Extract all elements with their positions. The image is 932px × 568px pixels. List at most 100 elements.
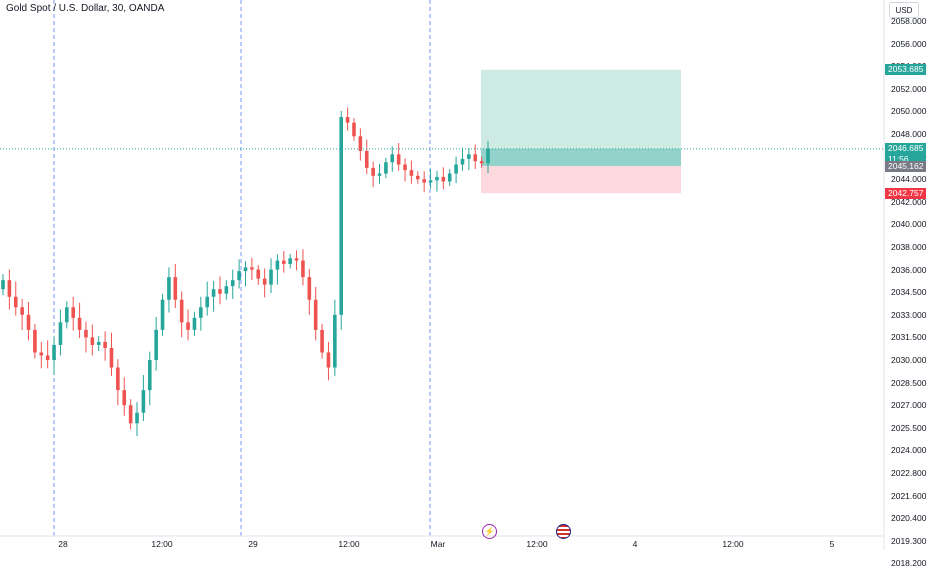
- price-tick-label: 2024.000: [891, 445, 927, 456]
- candle-body: [364, 150, 369, 168]
- chart-title: Gold Spot / U.S. Dollar, 30, OANDA: [6, 3, 165, 14]
- candle-body: [256, 269, 261, 279]
- candle: [96, 335, 101, 351]
- price-tick-label: 2033.000: [891, 309, 927, 320]
- time-tick-label: 12:00: [722, 539, 744, 549]
- candle-body: [224, 286, 229, 294]
- us-flag-event-icon[interactable]: [556, 524, 571, 539]
- candle-body: [173, 277, 178, 300]
- price-tick-label: 2036.000: [891, 264, 927, 275]
- candle-body: [396, 154, 401, 165]
- candle-body: [179, 299, 184, 323]
- candle: [460, 147, 465, 171]
- candle: [467, 148, 471, 171]
- candle-body: [1, 280, 5, 290]
- candle: [473, 144, 478, 170]
- candle: [205, 281, 210, 316]
- candle: [256, 265, 261, 285]
- candle: [52, 336, 56, 376]
- candle-body: [147, 360, 152, 391]
- time-tick-label: 12:00: [526, 539, 548, 549]
- candle: [7, 269, 12, 310]
- candle-body: [243, 267, 248, 272]
- candle-body: [428, 180, 433, 183]
- candle: [352, 118, 356, 141]
- candle: [447, 169, 452, 186]
- candle-body: [250, 267, 254, 270]
- loss-zone: [481, 166, 681, 194]
- candle: [275, 254, 280, 285]
- candle: [1, 274, 5, 296]
- candle-body: [422, 179, 426, 183]
- candle-body: [205, 296, 210, 308]
- candle-body: [90, 337, 95, 345]
- candle-body: [167, 277, 171, 300]
- long-position-tool: [481, 69, 681, 194]
- candle-body: [320, 329, 324, 353]
- candle: [33, 323, 37, 359]
- candle: [358, 128, 363, 161]
- price-tick-label: 2042.000: [891, 196, 927, 207]
- candle-body: [409, 170, 414, 176]
- candle: [20, 298, 24, 330]
- candle-body: [301, 260, 305, 278]
- entry-price-label: 2045.162: [885, 160, 927, 172]
- price-tick-label: 2034.500: [891, 287, 927, 298]
- candle-body: [473, 154, 478, 162]
- candle: [109, 332, 114, 376]
- price-tick-label: 2019.300: [891, 535, 927, 546]
- session-separators: [53, 0, 431, 536]
- price-tick-label: 2028.500: [891, 377, 927, 388]
- candle: [71, 296, 75, 331]
- candle: [45, 340, 50, 369]
- price-chart[interactable]: [0, 0, 932, 550]
- stop-price-label: 2042.757: [885, 187, 927, 199]
- candle: [77, 302, 82, 339]
- time-tick-label: 5: [829, 539, 835, 549]
- candle-body: [26, 314, 31, 330]
- candle: [435, 170, 439, 192]
- candle-body: [199, 307, 203, 318]
- time-tick-label: Mar: [430, 539, 446, 549]
- candle-body: [416, 175, 420, 180]
- candle: [179, 291, 184, 338]
- candle-body: [275, 260, 280, 270]
- candle: [288, 253, 292, 269]
- candle: [269, 258, 273, 293]
- currency-button[interactable]: USD: [889, 2, 919, 18]
- candle-body: [390, 154, 395, 163]
- candle-body: [33, 329, 37, 353]
- candle-body: [435, 176, 439, 181]
- price-tick-label: 2020.400: [891, 513, 927, 524]
- time-tick-label: 12:00: [338, 539, 360, 549]
- time-tick-label: 28: [58, 539, 68, 549]
- candle: [90, 324, 95, 356]
- candles: [1, 107, 490, 437]
- current-price-label: 2046.685 11:56: [885, 142, 927, 165]
- candle: [58, 309, 63, 356]
- candle: [103, 331, 107, 361]
- candle-body: [122, 390, 127, 406]
- candle: [128, 399, 133, 430]
- candle: [428, 169, 433, 189]
- target-price-label: 2053.685: [885, 64, 927, 76]
- candle-body: [403, 164, 407, 171]
- candle: [313, 286, 318, 341]
- lightning-event-icon[interactable]: ⚡: [482, 524, 497, 539]
- candle-body: [262, 278, 267, 285]
- candle: [237, 259, 241, 289]
- price-tick-label: 2018.200: [891, 558, 927, 568]
- candle-body: [58, 322, 63, 345]
- candle: [396, 143, 401, 171]
- bar-countdown: 11:56: [888, 153, 909, 164]
- price-tick-label: 2038.000: [891, 242, 927, 252]
- candle-body: [45, 355, 50, 360]
- candle-body: [486, 148, 490, 164]
- candle: [147, 351, 152, 406]
- candle-body: [237, 271, 241, 281]
- profit-zone: [481, 69, 681, 167]
- candle-body: [384, 162, 388, 174]
- price-tick-label: 2050.000: [891, 106, 927, 117]
- candle-body: [447, 173, 452, 182]
- candle: [135, 402, 139, 437]
